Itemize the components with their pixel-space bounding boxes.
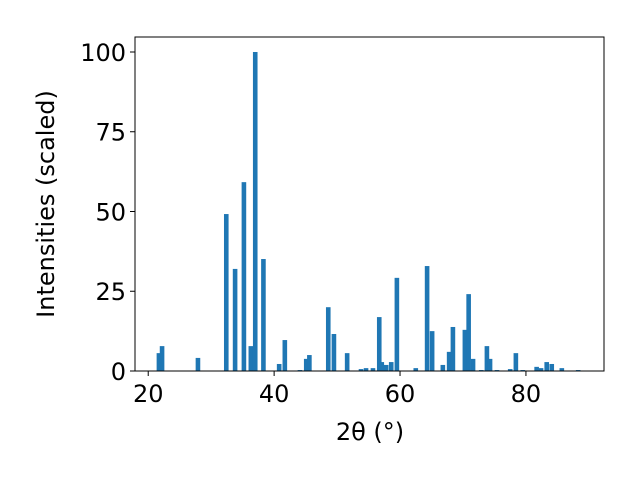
y-tick-label: 50 — [95, 198, 126, 226]
bar — [331, 333, 337, 371]
bar — [466, 294, 471, 371]
x-tick-label: 40 — [259, 380, 290, 408]
y-tick-label: 100 — [80, 39, 126, 67]
bar — [383, 364, 389, 371]
bar — [534, 366, 539, 371]
bar — [487, 358, 493, 371]
y-axis-label: Intensities (scaled) — [32, 90, 60, 318]
bar — [276, 363, 282, 371]
bar — [248, 346, 254, 371]
bar — [282, 340, 288, 371]
x-tick-label: 80 — [511, 380, 542, 408]
bar — [513, 353, 519, 371]
bar — [379, 362, 385, 371]
y-tick-label: 0 — [111, 358, 126, 386]
bar — [358, 369, 364, 371]
bar — [325, 307, 331, 371]
bar — [559, 368, 565, 371]
bar — [363, 368, 369, 371]
bar — [370, 368, 376, 371]
bar — [450, 326, 456, 371]
bar — [156, 353, 162, 371]
bar — [241, 182, 247, 371]
bar — [252, 51, 258, 371]
bar — [549, 363, 555, 371]
bar — [507, 369, 513, 371]
bar — [307, 355, 312, 371]
bar — [470, 358, 476, 371]
bar — [446, 351, 452, 371]
bar — [195, 357, 201, 371]
x-tick-label: 60 — [385, 380, 416, 408]
bar — [376, 317, 382, 371]
bar — [544, 362, 550, 371]
bar — [440, 364, 446, 371]
bar — [538, 368, 544, 371]
bar — [462, 329, 468, 371]
bar — [261, 259, 266, 371]
bar — [223, 214, 229, 371]
bar — [394, 277, 400, 371]
bar — [159, 346, 165, 371]
y-tick-label: 25 — [95, 278, 126, 306]
bar — [232, 268, 238, 371]
bar — [484, 346, 490, 371]
bar — [413, 368, 419, 371]
bar — [424, 266, 430, 371]
x-axis-label: 2θ (°) — [336, 418, 404, 446]
y-tick-label: 75 — [95, 119, 126, 147]
bar — [344, 353, 350, 371]
plot-frame — [134, 36, 605, 372]
bar — [303, 358, 309, 371]
x-tick-label: 20 — [133, 380, 164, 408]
bar — [429, 331, 435, 371]
bar — [388, 362, 394, 371]
